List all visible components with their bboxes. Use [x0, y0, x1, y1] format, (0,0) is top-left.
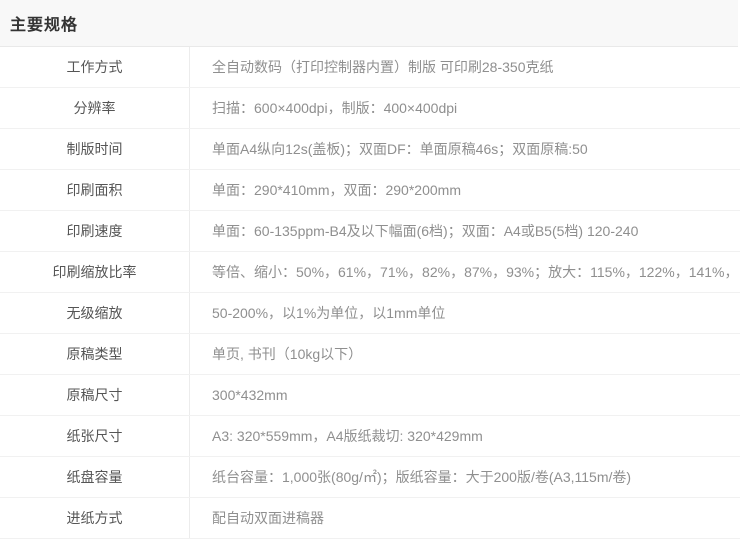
table-row: 原稿类型 单页, 书刊（10kg以下） [0, 334, 740, 375]
spec-value: 单面：60-135ppm-B4及以下幅面(6档)；双面：A4或B5(5档) 12… [212, 223, 639, 239]
table-row: 分辨率 扫描：600×400dpi，制版：400×400dpi [0, 88, 740, 129]
spec-label: 进纸方式 [0, 498, 190, 538]
spec-label: 印刷面积 [0, 170, 190, 210]
spec-label: 原稿类型 [0, 334, 190, 374]
spec-value: 扫描：600×400dpi，制版：400×400dpi [212, 100, 458, 116]
spec-label: 工作方式 [0, 47, 190, 87]
spec-label: 纸张尺寸 [0, 416, 190, 456]
table-row: 无级缩放 50-200%，以1%为单位，以1mm单位 [0, 293, 740, 334]
spec-label: 无级缩放 [0, 293, 190, 333]
table-row: 进纸方式 配自动双面进稿器 [0, 498, 740, 539]
spec-label: 原稿尺寸 [0, 375, 190, 415]
spec-label: 制版时间 [0, 129, 190, 169]
spec-value: 单页, 书刊（10kg以下） [212, 346, 363, 362]
spec-value: A3: 320*559mm，A4版纸裁切: 320*429mm [212, 428, 483, 444]
spec-label: 分辨率 [0, 88, 190, 128]
spec-value: 等倍、缩小：50%，61%，71%，82%，87%，93%；放大：115%，12… [212, 264, 739, 280]
spec-value: 纸台容量：1,000张(80g/㎡)；版纸容量：大于200版/卷(A3,115m… [212, 469, 632, 485]
spec-label: 印刷缩放比率 [0, 252, 190, 292]
spec-value: 全自动数码（打印控制器内置）制版 可印刷28-350克纸 [212, 59, 554, 75]
spec-value: 单面：290*410mm，双面：290*200mm [212, 182, 461, 198]
table-row: 工作方式 全自动数码（打印控制器内置）制版 可印刷28-350克纸 [0, 47, 740, 88]
table-row: 原稿尺寸 300*432mm [0, 375, 740, 416]
table-row: 印刷速度 单面：60-135ppm-B4及以下幅面(6档)；双面：A4或B5(5… [0, 211, 740, 252]
spec-value: 300*432mm [212, 387, 288, 403]
spec-value: 50-200%，以1%为单位，以1mm单位 [212, 305, 446, 321]
table-row: 纸张尺寸 A3: 320*559mm，A4版纸裁切: 320*429mm [0, 416, 740, 457]
spec-label: 纸盘容量 [0, 457, 190, 497]
section-header: 主要规格 [0, 0, 738, 47]
table-row: 印刷面积 单面：290*410mm，双面：290*200mm [0, 170, 740, 211]
table-row: 制版时间 单面A4纵向12s(盖板)；双面DF：单面原稿46s；双面原稿:50 [0, 129, 740, 170]
spec-value: 单面A4纵向12s(盖板)；双面DF：单面原稿46s；双面原稿:50 [212, 141, 588, 157]
spec-value: 配自动双面进稿器 [212, 510, 324, 526]
table-row: 纸盘容量 纸台容量：1,000张(80g/㎡)；版纸容量：大于200版/卷(A3… [0, 457, 740, 498]
section-title: 主要规格 [10, 17, 79, 34]
table-row: 印刷缩放比率 等倍、缩小：50%，61%，71%，82%，87%，93%；放大：… [0, 252, 740, 293]
spec-table: 工作方式 全自动数码（打印控制器内置）制版 可印刷28-350克纸 分辨率 扫描… [0, 47, 740, 539]
spec-label: 印刷速度 [0, 211, 190, 251]
